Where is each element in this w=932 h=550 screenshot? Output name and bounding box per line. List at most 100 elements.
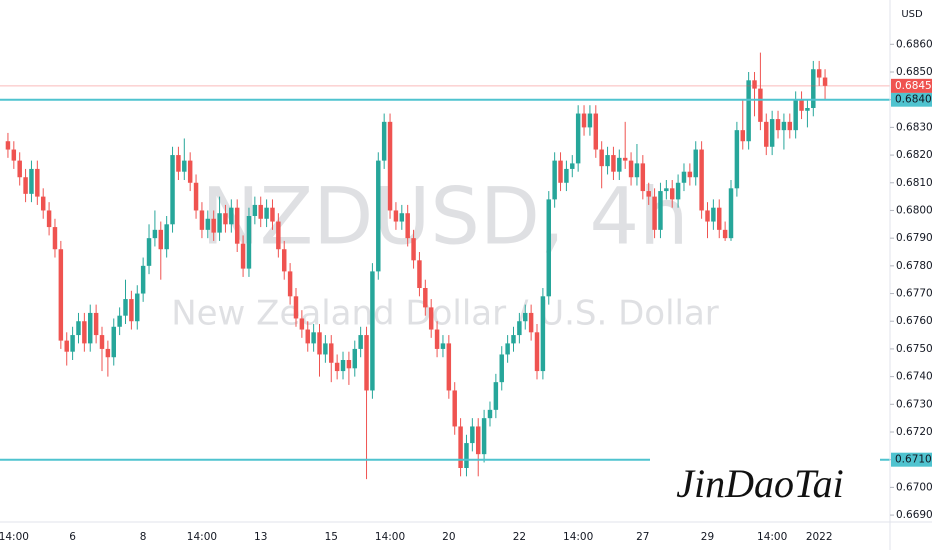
candle-body [634,163,640,178]
x-tick-label: 13 [254,531,267,543]
candle-body [129,299,134,322]
candle-body [35,168,40,197]
candle-body [705,210,710,222]
candle-body [117,315,122,327]
candle-body [575,113,581,164]
candle-body [205,218,211,230]
candle-body [164,224,169,250]
candle-body [211,218,216,233]
candle-body [240,243,246,269]
candle-body [564,168,569,183]
x-tick-label: 14:00 [187,531,217,543]
candle-body [546,199,552,297]
candle-body [581,113,587,128]
candle-body [176,155,181,172]
candle-body [364,335,369,391]
candle-body [376,160,381,272]
candle-body [381,121,387,161]
candle-body [505,343,510,355]
x-tick-label: 14:00 [0,531,29,543]
last-price-label: 0.68450 [895,80,932,92]
candle-body [758,88,763,122]
candle-body [187,160,193,183]
candle-body [499,354,504,383]
candle-body [699,149,704,211]
candle-body [493,382,499,410]
candle-body [405,213,410,239]
candle-body [105,348,111,358]
candle-body [11,149,17,161]
candle-body [769,119,775,147]
candle-body [252,204,258,216]
candle-body [299,318,305,330]
candle-body [399,213,405,222]
candle-body [764,121,769,147]
signature-box [650,450,880,520]
watermark-symbol: NZDUSD, 4h [201,172,688,262]
candle-body [664,188,669,192]
candle-body [199,210,205,230]
candle-body [652,196,657,230]
candle-body [605,155,610,167]
candle-body [193,182,199,211]
candle-body [746,80,751,142]
candle-body [752,80,757,89]
candle-body [558,160,563,183]
candle-body [5,141,11,150]
x-tick-label: 2022 [806,531,833,543]
candle-body [805,108,810,111]
candle-body [276,221,281,250]
signature: JinDaoTai [676,461,843,506]
candle-body [523,312,528,322]
candle-body [587,113,593,128]
candle-body [46,210,52,228]
candle-body [417,260,422,288]
candle-body [681,171,687,183]
x-tick-label: 6 [69,531,76,543]
candle-body [640,163,646,192]
candle-body [475,426,481,455]
candle-body [270,207,275,222]
candle-body [311,332,316,344]
candle-body [775,119,781,131]
candle-body [452,390,457,427]
candle-body [440,343,446,349]
plot [0,52,890,480]
candle-body [82,321,87,344]
candle-body [470,426,475,444]
candle-body [717,207,722,230]
candle-body [458,426,463,468]
candle-body [787,121,793,131]
candle-body [223,213,228,225]
candle-body [387,121,393,211]
x-tick-label: 29 [701,531,714,543]
candle-body [552,160,557,200]
candle-body [70,335,75,352]
candle-body [358,335,363,349]
candle-body [93,312,99,336]
candle-body [258,204,263,219]
candle-body [170,155,175,225]
candle-body [628,160,634,178]
candle-body [481,418,487,455]
candle-body [152,229,158,239]
candle-body [599,149,604,167]
x-tick-label: 22 [513,531,526,543]
candle-body [17,160,22,178]
candle-body [693,149,698,178]
candle-body [528,312,534,333]
candle-body [593,113,599,150]
candle-body [487,409,493,419]
candle-body [123,299,128,316]
